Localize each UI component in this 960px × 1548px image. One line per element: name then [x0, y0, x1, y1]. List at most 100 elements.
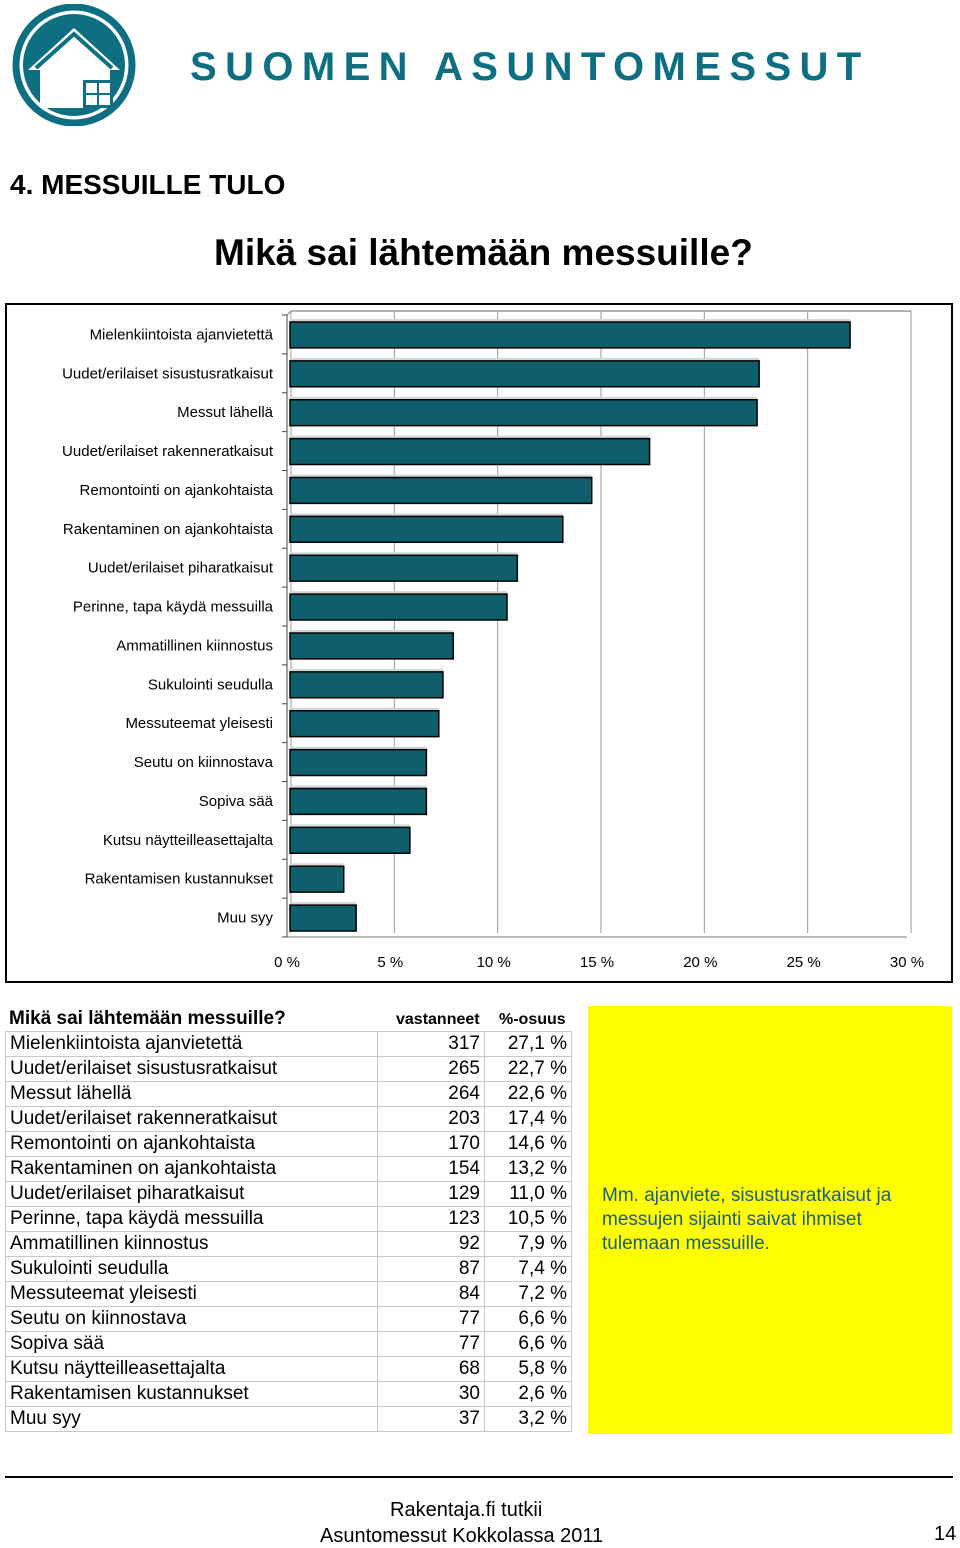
row-label: Uudet/erilaiset rakenneratkaisut [5, 1106, 378, 1132]
row-percent: 7,9 % [484, 1231, 572, 1257]
row-label: Uudet/erilaiset piharatkaisut [5, 1181, 378, 1207]
row-label: Rakentamisen kustannukset [5, 1381, 378, 1407]
row-count: 87 [377, 1256, 485, 1282]
bar [289, 321, 851, 349]
category-label: Messuteemat yleisesti [125, 715, 273, 732]
page-number: 14 [934, 1523, 957, 1545]
row-count: 264 [377, 1081, 485, 1107]
results-table: Mielenkiintoista ajanvietettä 317 27,1 % Uu… [5, 1031, 572, 1432]
table-row: Muu syy 37 3,2 % [5, 1406, 572, 1432]
table-row: Messut lähellä 264 22,6 % [5, 1081, 572, 1107]
bar [289, 476, 593, 505]
table-row: Ammatillinen kiinnostus 92 7,9 % [5, 1231, 572, 1257]
house-logo-icon [12, 4, 136, 126]
row-label: Sopiva sää [5, 1331, 378, 1357]
bar [289, 360, 760, 388]
bar-chart-svg: Mielenkiintoista ajanvietettä Uudet/erila… [62, 310, 924, 971]
x-tick-label: 10 % [477, 954, 511, 971]
category-label: Rakentamisen kustannukset [85, 871, 274, 888]
row-percent: 13,2 % [484, 1156, 572, 1182]
table-heading: Mikä sai lähtemään messuille? [9, 1008, 286, 1029]
section-title: 4. MESSUILLE TULO [10, 169, 286, 200]
summary-note-box: Mm. ajanviete, sisustusratkaisut ja mess… [588, 1006, 952, 1434]
column-header-share: %-osuus [499, 1011, 566, 1028]
row-label: Kutsu näytteilleasettajalta [5, 1356, 378, 1382]
table-row: Uudet/erilaiset sisustusratkaisut 265 22,7… [5, 1056, 572, 1082]
row-count: 37 [377, 1406, 485, 1432]
row-label: Sukulointi seudulla [5, 1256, 378, 1282]
row-percent: 14,6 % [484, 1131, 572, 1157]
category-label: Uudet/erilaiset sisustusratkaisut [62, 365, 274, 382]
category-label: Uudet/erilaiset rakenneratkaisut [62, 443, 274, 460]
row-count: 68 [377, 1356, 485, 1382]
row-count: 154 [377, 1156, 485, 1182]
bar [289, 826, 411, 854]
row-count: 92 [377, 1231, 485, 1257]
category-label: Rakentaminen on ajankohtaista [63, 521, 274, 538]
row-percent: 3,2 % [484, 1406, 572, 1432]
row-label: Uudet/erilaiset sisustusratkaisut [5, 1056, 378, 1082]
row-count: 123 [377, 1206, 485, 1232]
category-label: Mielenkiintoista ajanvietettä [90, 326, 274, 343]
table-row: Rakentamisen kustannukset 30 2,6 % [5, 1381, 572, 1407]
bar [289, 437, 651, 466]
row-count: 317 [377, 1031, 485, 1057]
x-tick-label: 20 % [683, 954, 717, 971]
row-percent: 22,6 % [484, 1081, 572, 1107]
category-label: Sukulointi seudulla [148, 676, 274, 693]
x-tick-label: 0 % [274, 954, 300, 971]
row-count: 129 [377, 1181, 485, 1207]
category-label: Remontointi on ajankohtaista [80, 482, 274, 499]
row-label: Muu syy [5, 1406, 378, 1432]
row-percent: 5,8 % [484, 1356, 572, 1382]
x-tick-label: 25 % [787, 954, 821, 971]
row-percent: 6,6 % [484, 1331, 572, 1357]
column-header-respondents: vastanneet [396, 1011, 480, 1028]
bar [289, 748, 428, 777]
row-label: Messut lähellä [5, 1081, 378, 1107]
table-row: Uudet/erilaiset rakenneratkaisut 203 17,4 … [5, 1106, 572, 1132]
x-tick-label: 30 % [890, 954, 924, 971]
bar [289, 671, 444, 699]
table-row: Seutu on kiinnostava 77 6,6 % [5, 1306, 572, 1332]
footer-event: Asuntomessut Kokkolassa 2011 [320, 1525, 604, 1547]
bar [289, 399, 758, 427]
row-percent: 17,4 % [484, 1106, 572, 1132]
row-label: Rakentaminen on ajankohtaista [5, 1156, 378, 1182]
row-label: Messuteemat yleisesti [5, 1281, 378, 1307]
row-count: 30 [377, 1381, 485, 1407]
table-row: Mielenkiintoista ajanvietettä 317 27,1 % [5, 1031, 572, 1057]
table-row: Uudet/erilaiset piharatkaisut 129 11,0 % [5, 1181, 572, 1207]
category-label: Seutu on kiinnostava [134, 754, 274, 771]
bar [289, 593, 508, 621]
row-percent: 7,4 % [484, 1256, 572, 1282]
category-label: Ammatillinen kiinnostus [116, 637, 273, 654]
bar [289, 904, 357, 932]
row-percent: 11,0 % [484, 1181, 572, 1207]
row-count: 77 [377, 1306, 485, 1332]
footer-source: Rakentaja.fi tutkii [390, 1499, 543, 1521]
bar [289, 865, 345, 893]
category-label: Muu syy [217, 910, 273, 927]
row-count: 265 [377, 1056, 485, 1082]
table-row: Perinne, tapa käydä messuilla 123 10,5 % [5, 1206, 572, 1232]
x-tick-label: 15 % [580, 954, 614, 971]
table-row: Sopiva sää 77 6,6 % [5, 1331, 572, 1357]
row-percent: 22,7 % [484, 1056, 572, 1082]
row-label: Seutu on kiinnostava [5, 1306, 378, 1332]
row-label: Remontointi on ajankohtaista [5, 1131, 378, 1157]
brand-name: SUOMEN ASUNTOMESSUT [190, 45, 870, 89]
table-row: Remontointi on ajankohtaista 170 14,6 % [5, 1131, 572, 1157]
row-percent: 6,6 % [484, 1306, 572, 1332]
bar [289, 554, 519, 582]
row-label: Mielenkiintoista ajanvietettä [5, 1031, 378, 1057]
x-tick-label: 5 % [377, 954, 403, 971]
bar [289, 632, 455, 660]
category-label: Kutsu näytteilleasettajalta [103, 832, 274, 849]
bar [289, 710, 440, 738]
table-row: Messuteemat yleisesti 84 7,2 % [5, 1281, 572, 1307]
category-label: Messut lähellä [177, 404, 274, 421]
table-row: Rakentaminen on ajankohtaista 154 13,2 % [5, 1156, 572, 1182]
category-label: Perinne, tapa käydä messuilla [73, 599, 274, 616]
page-title: Mikä sai lähtemään messuille? [214, 232, 753, 273]
